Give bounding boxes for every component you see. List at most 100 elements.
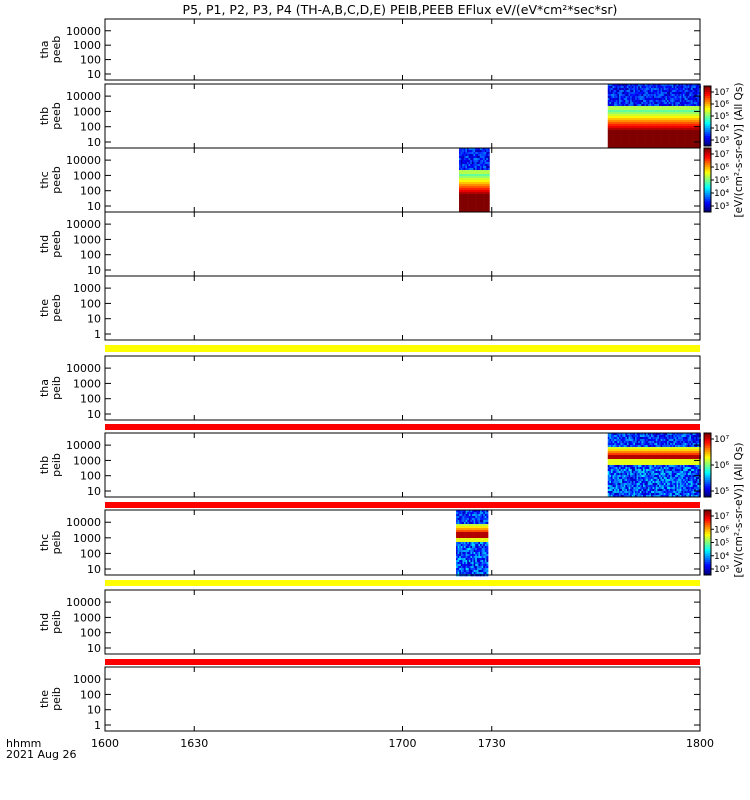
spectrogram-cell <box>687 84 690 87</box>
spectrogram-cell <box>681 457 684 460</box>
spectrogram-cell <box>670 455 673 458</box>
spectrogram-cell <box>666 124 669 127</box>
spectrogram-cell <box>626 140 629 143</box>
spectrogram-cell <box>674 449 677 452</box>
spectrogram-cell <box>642 120 645 123</box>
spectrogram-cell <box>609 465 612 468</box>
spectrogram-cell <box>628 443 631 446</box>
spectrogram-cell <box>694 449 697 452</box>
spectrogram-cell <box>655 483 658 486</box>
spectrogram-cell <box>463 184 466 187</box>
spectrogram-cell <box>678 118 681 121</box>
spectrogram-cell <box>630 124 633 127</box>
spectrogram-cell <box>666 100 669 103</box>
spectrogram-cell <box>657 475 660 478</box>
spectrogram-cell <box>649 437 652 440</box>
spectrogram-cell <box>626 433 629 436</box>
spectrogram-cell <box>639 126 642 129</box>
spectrogram-cell <box>655 90 658 93</box>
spectrogram-cell <box>689 451 692 454</box>
spectrogram-cell <box>623 463 626 466</box>
spectrogram-cell <box>620 96 623 99</box>
spectrogram-cell <box>671 483 674 486</box>
spectrogram-cell <box>663 461 666 464</box>
spectrogram-cell <box>460 528 463 531</box>
y-tick-label: 1000 <box>73 454 101 467</box>
spectrogram-cell <box>476 546 479 549</box>
spectrogram-cell <box>476 152 479 155</box>
spectrogram-cell <box>684 443 687 446</box>
spectrogram-cell <box>673 110 676 113</box>
spectrogram-cell <box>646 106 649 109</box>
spectrogram-cell <box>484 168 487 171</box>
spectrogram-cell <box>463 152 466 155</box>
spectrogram-cell <box>654 120 657 123</box>
spectrogram-cell <box>668 491 671 494</box>
spectrogram-cell <box>470 528 473 531</box>
spectrogram-cell <box>649 485 652 488</box>
spectrogram-cell <box>465 570 468 573</box>
spectrogram-cell <box>634 467 637 470</box>
spectrogram-cell <box>676 469 679 472</box>
y-tick-label: 100 <box>80 185 101 198</box>
spectrogram-cell <box>649 483 652 486</box>
spectrogram-cell <box>647 116 650 119</box>
spectrogram-cell <box>475 548 478 551</box>
spectrogram-cell <box>630 439 633 442</box>
spectrogram-cell <box>626 96 629 99</box>
spectrogram-cell <box>679 122 682 125</box>
panel-label-probe: tha <box>38 379 51 397</box>
spectrogram-cell <box>626 130 629 133</box>
spectrogram-cell <box>692 465 695 468</box>
spectrogram-cell <box>658 473 661 476</box>
spectrogram-cell <box>673 443 676 446</box>
spectrogram-cell <box>623 90 626 93</box>
spectrogram-cell <box>646 96 649 99</box>
spectrogram-cell <box>468 548 471 551</box>
spectrogram-cell <box>657 86 660 89</box>
spectrogram-cell <box>649 467 652 470</box>
spectrogram-cell <box>649 114 652 117</box>
spectrogram-cell <box>462 568 465 571</box>
spectrogram-cell <box>666 445 669 448</box>
spectrogram-cell <box>662 128 665 131</box>
spectrogram-cell <box>633 108 636 111</box>
spectrogram-cell <box>476 180 479 183</box>
spectrogram-cell <box>472 554 474 557</box>
spectrogram-cell <box>655 138 658 141</box>
spectrogram-cell <box>476 572 479 575</box>
spectrogram-cell <box>647 126 650 129</box>
spectrogram-cell <box>638 457 641 460</box>
spectrogram-cell <box>628 439 631 442</box>
spectrogram-cell <box>622 483 625 486</box>
spectrogram-cell <box>678 443 681 446</box>
spectrogram-cell <box>678 130 681 133</box>
spectrogram-cell <box>610 110 613 113</box>
spectrogram-cell <box>626 128 629 131</box>
spectrogram-cell <box>660 457 663 460</box>
spectrogram-cell <box>647 120 650 123</box>
spectrogram-cell <box>462 208 465 211</box>
spectrogram-cell <box>641 481 644 484</box>
spectrogram-cell <box>610 122 613 125</box>
spectrogram-cell <box>471 160 474 163</box>
spectrogram-cell <box>478 540 481 543</box>
spectrogram-cell <box>692 104 695 107</box>
spectrogram-cell <box>634 487 637 490</box>
spectrogram-cell <box>467 564 470 567</box>
spectrogram-cell <box>610 447 613 450</box>
spectrogram-cell <box>457 560 460 563</box>
spectrogram-cell <box>668 122 671 125</box>
spectrogram-cell <box>609 98 612 101</box>
spectrogram-cell <box>463 194 466 197</box>
spectrogram-cell <box>642 479 645 482</box>
spectrogram-cell <box>679 92 682 95</box>
spectrogram-cell <box>670 475 673 478</box>
spectrogram-cell <box>662 445 665 448</box>
spectrogram-cell <box>614 491 617 494</box>
spectrogram-cell <box>638 110 641 113</box>
spectrogram-cell <box>684 437 687 440</box>
spectrogram-cell <box>465 552 468 555</box>
spectrogram-cell <box>678 128 681 131</box>
spectrogram-cell <box>655 457 658 460</box>
